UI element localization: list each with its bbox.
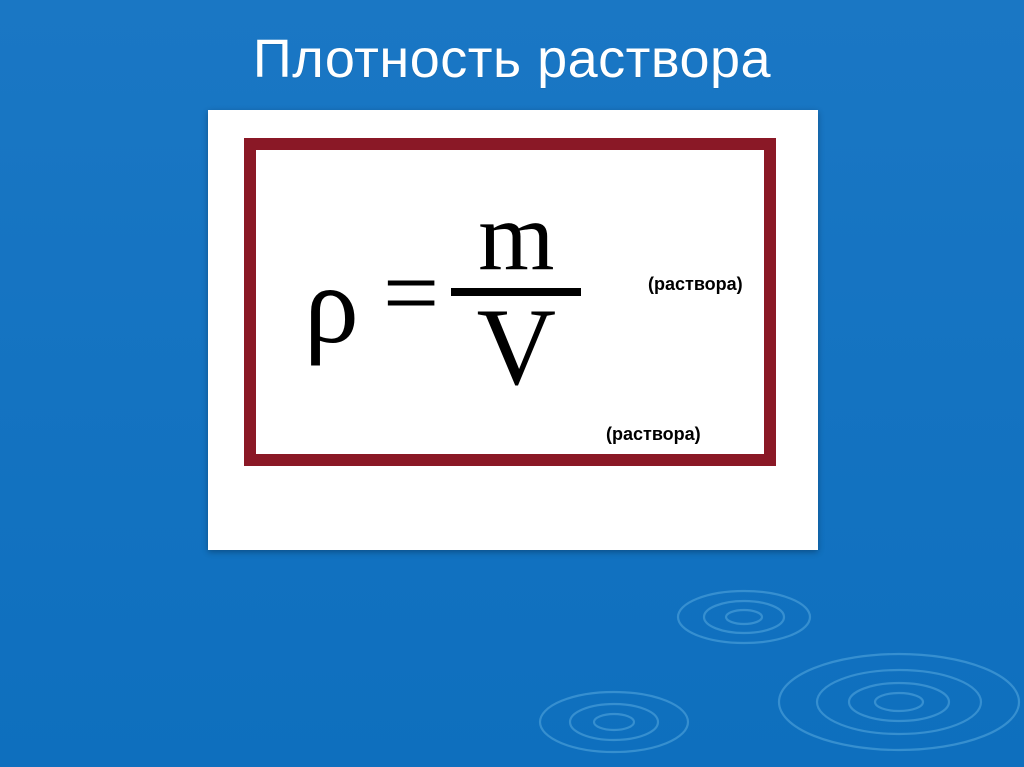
slide-title: Плотность раствора bbox=[0, 0, 1024, 90]
content-card: ρ = m V (раствора) (раствора) bbox=[208, 110, 818, 550]
slide: Плотность раствора ρ = m V (раствора) (р… bbox=[0, 0, 1024, 767]
fraction: m V bbox=[451, 192, 581, 397]
numerator: m bbox=[472, 192, 560, 282]
symbol-equals: = bbox=[377, 243, 451, 343]
denominator: V bbox=[471, 298, 562, 397]
symbol-rho: ρ bbox=[304, 250, 377, 360]
annotation-denominator: (раствора) bbox=[606, 424, 701, 445]
density-formula: ρ = m V bbox=[304, 194, 581, 399]
formula-frame: ρ = m V (раствора) (раствора) bbox=[244, 138, 776, 466]
annotation-numerator: (раствора) bbox=[648, 274, 743, 295]
